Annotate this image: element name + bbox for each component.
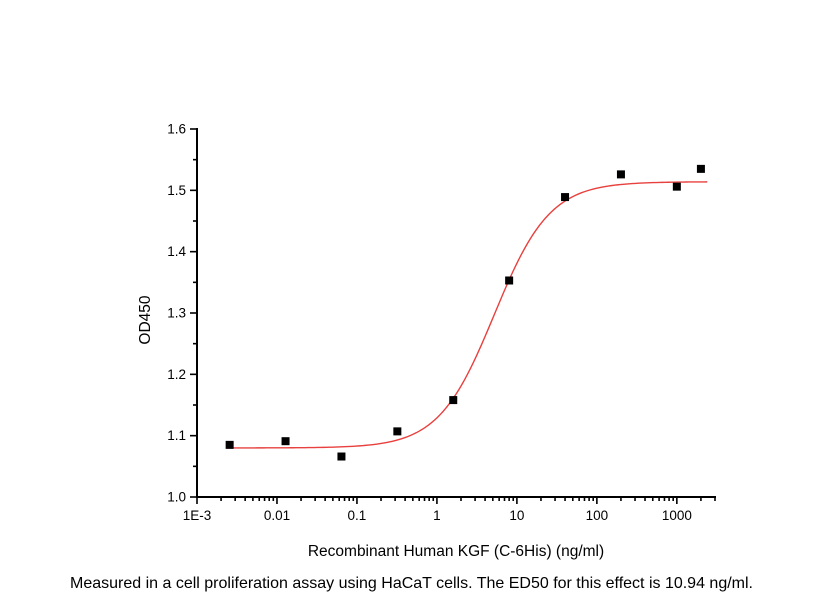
x-axis-title: Recombinant Human KGF (C-6His) (ng/ml) bbox=[308, 543, 604, 560]
y-tick-label: 1.3 bbox=[167, 306, 186, 321]
y-tick-label: 1.6 bbox=[167, 122, 186, 137]
y-tick-label: 1.4 bbox=[167, 244, 186, 259]
data-point bbox=[393, 427, 402, 436]
y-axis-title: OD450 bbox=[137, 295, 154, 344]
data-point bbox=[449, 396, 458, 405]
x-tick-label: 1000 bbox=[662, 508, 692, 523]
x-tick-label: 1E-3 bbox=[183, 508, 212, 523]
y-tick-label: 1.5 bbox=[167, 183, 186, 198]
data-point bbox=[616, 170, 625, 179]
data-point bbox=[225, 440, 234, 449]
data-point bbox=[696, 164, 705, 173]
x-tick-label: 1 bbox=[433, 508, 441, 523]
dose-response-chart: 1.0 1.1 1.2 1.3 1.4 1.5 1.6 1E-3 0.01 0.1 1 10 100 10… bbox=[137, 122, 716, 560]
data-point bbox=[672, 182, 681, 191]
figure-caption: Measured in a cell proliferation assay u… bbox=[69, 575, 753, 592]
data-point bbox=[281, 437, 290, 446]
y-tick-label: 1.0 bbox=[167, 490, 186, 505]
x-tick-label: 0.01 bbox=[264, 508, 290, 523]
y-tick-label: 1.2 bbox=[167, 367, 186, 382]
data-point bbox=[337, 452, 346, 461]
y-tick-label: 1.1 bbox=[167, 428, 186, 443]
x-tick-label: 0.1 bbox=[348, 508, 367, 523]
data-point bbox=[561, 193, 570, 202]
fit-curve bbox=[227, 181, 708, 449]
x-tick-label: 100 bbox=[586, 508, 609, 523]
x-tick-label: 10 bbox=[509, 508, 524, 523]
data-point bbox=[505, 276, 514, 285]
